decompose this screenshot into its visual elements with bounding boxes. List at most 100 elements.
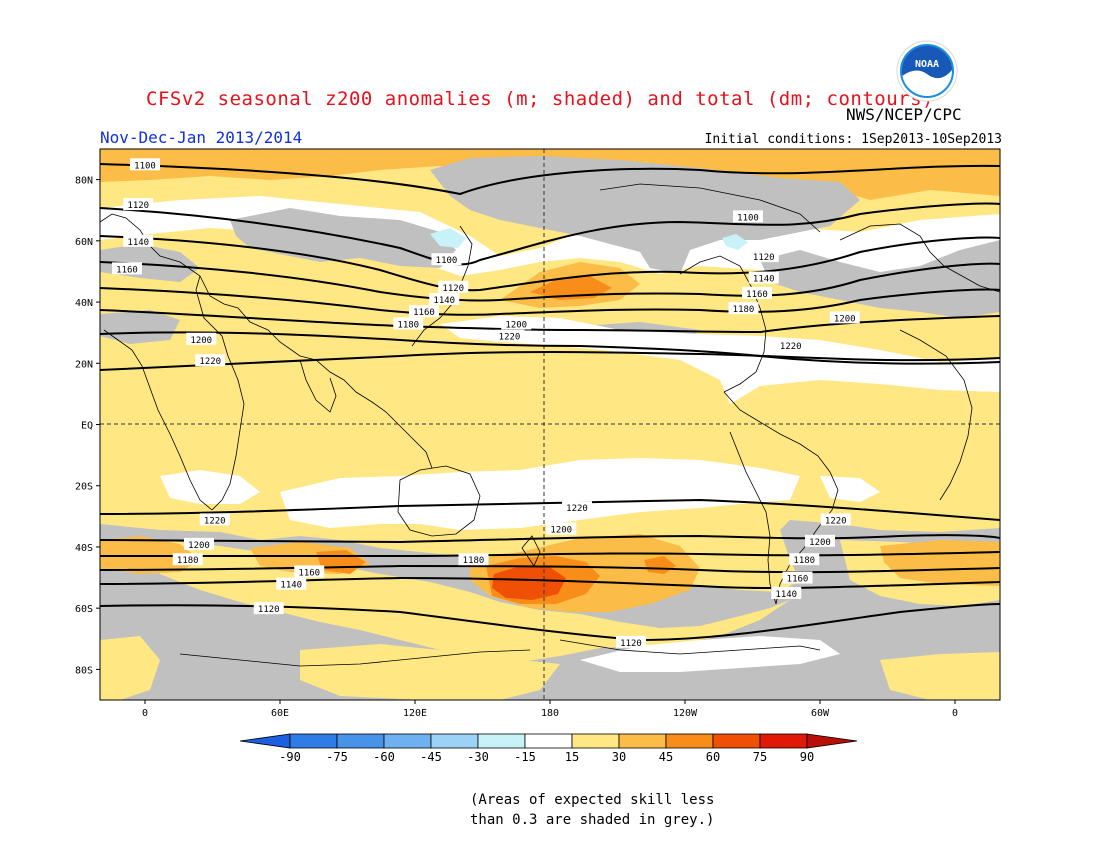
colorbar-box xyxy=(524,733,573,749)
lat-label: 60N xyxy=(75,237,93,248)
colorbar-label: -90 xyxy=(279,750,301,764)
contour-label-bg xyxy=(775,338,806,351)
colorbar-box xyxy=(712,733,761,749)
contour-label: 1220 xyxy=(566,504,588,514)
colorbar-arrow-right xyxy=(806,733,858,749)
contour-label-bg xyxy=(123,198,154,211)
shade-white-antarctic xyxy=(580,636,840,672)
contour-label: 1160 xyxy=(298,568,320,578)
contour-label: 1220 xyxy=(825,516,847,526)
lat-label: 20N xyxy=(75,359,93,370)
colorbar-label: 30 xyxy=(612,750,626,764)
contour-label: 1120 xyxy=(127,201,149,211)
contour-label: 1100 xyxy=(436,256,458,266)
contour-label-bg xyxy=(431,253,462,266)
contour-label-bg xyxy=(546,522,577,535)
shade-yellow-antarctic-west xyxy=(100,636,160,700)
lat-label: 80N xyxy=(75,176,93,187)
agency-label: NWS/NCEP/CPC xyxy=(846,105,962,124)
shade-orange-south-atlantic xyxy=(880,540,1000,586)
longitude-axis: 0 60E 120E 180 120W 60W 0 xyxy=(142,700,958,719)
contour-label: 1180 xyxy=(733,305,755,315)
contour-line xyxy=(100,551,1001,557)
contour-line xyxy=(99,331,1001,365)
latitude-axis: 80N 60N 40N 20N EQ 20S 40S 60S 80S xyxy=(75,176,100,676)
contour-label-bg xyxy=(458,553,489,566)
colorbar-box xyxy=(571,733,620,749)
colorbar-box xyxy=(477,733,526,749)
contour-line xyxy=(99,235,1001,292)
height-contours xyxy=(99,163,1001,642)
colorbar-label: 45 xyxy=(659,750,673,764)
contour-label-bg xyxy=(112,262,142,275)
contour-label-bg xyxy=(742,286,772,299)
contour-label: 1180 xyxy=(397,320,419,330)
contour-label: 1220 xyxy=(199,357,221,367)
contour-label-bg xyxy=(733,210,763,223)
shade-cyan-canada xyxy=(722,234,748,250)
colorbar-label: -60 xyxy=(373,750,395,764)
colorbar-label: -75 xyxy=(326,750,348,764)
contour-label-bg xyxy=(820,513,851,526)
contour-label: 1120 xyxy=(620,639,642,649)
contour-label-bg xyxy=(195,354,226,367)
contour-label-bg xyxy=(172,553,203,566)
lat-label: 80S xyxy=(75,665,93,676)
lat-label: 40S xyxy=(75,543,93,554)
shade-grey-north-pacific xyxy=(430,156,860,274)
colorbar: -90 -75 -60 -45 -30 -15 15 30 45 60 75 90 xyxy=(239,733,858,764)
chart-title: CFSv2 seasonal z200 anomalies (m; shaded… xyxy=(146,88,934,110)
contour-label-bg xyxy=(393,317,424,330)
footnote-line-2: than 0.3 are shaded in grey.) xyxy=(470,812,715,828)
contour-line xyxy=(99,202,1001,266)
shade-red-south-pacific xyxy=(492,566,566,600)
shade-yellow-antarctic-central xyxy=(300,644,560,700)
lon-label: 0 xyxy=(142,708,148,719)
lon-label: 60W xyxy=(811,708,830,719)
contour-line xyxy=(99,163,1001,196)
contour-label-bg xyxy=(494,329,525,342)
contour-label: 1140 xyxy=(753,275,775,285)
shade-cyan-siberia xyxy=(430,228,466,248)
colorbar-arrow-left xyxy=(239,733,291,749)
contour-label-bg xyxy=(294,565,325,578)
contour-label-bg xyxy=(728,302,759,315)
contour-label-bg xyxy=(438,280,469,293)
contour-label: 1120 xyxy=(442,284,464,294)
coastlines xyxy=(100,183,1000,667)
footnote-line-1: (Areas of expected skill less xyxy=(470,792,715,808)
lat-label: 60S xyxy=(75,604,93,615)
colorbar-box xyxy=(383,733,432,749)
contour-label: 1200 xyxy=(809,538,831,548)
contour-label: 1140 xyxy=(127,238,149,248)
contour-label: 1140 xyxy=(775,590,797,600)
colorbar-label: -15 xyxy=(514,750,536,764)
contour-label: 1180 xyxy=(793,556,815,566)
skill-footnote: (Areas of expected skill less than 0.3 a… xyxy=(470,790,714,830)
lon-label: 180 xyxy=(541,708,559,719)
contour-label: 1100 xyxy=(737,213,759,223)
contour-label-bg xyxy=(748,250,779,263)
contour-label: 1100 xyxy=(134,161,156,171)
contour-label-bg xyxy=(501,317,532,330)
colorbar-label: -30 xyxy=(467,750,489,764)
initial-conditions: Initial conditions: 1Sep2013-10Sep2013 xyxy=(704,132,1002,147)
colorbar-box xyxy=(665,733,714,749)
shade-yellow-antarctic-east xyxy=(880,652,1000,700)
contour-label: 1200 xyxy=(505,320,527,330)
colorbar-box xyxy=(759,733,808,749)
contour-label-bg xyxy=(829,311,860,324)
contour-label-bg xyxy=(130,158,160,171)
forecast-period: Nov-Dec-Jan 2013/2014 xyxy=(100,128,303,147)
contour-labels: 1100 1120 1140 1160 1100 1120 1140 1160 1180 1200… xyxy=(112,158,860,649)
lon-label: 120E xyxy=(403,708,427,719)
contour-label-bg xyxy=(805,534,835,547)
contour-label: 1180 xyxy=(463,556,485,566)
contour-label-bg xyxy=(748,271,779,284)
contour-label-bg xyxy=(184,537,214,550)
logo-text: NOAA xyxy=(915,59,939,70)
contour-label-bg xyxy=(276,577,307,590)
shade-grey-north-atlantic xyxy=(760,240,1000,318)
contour-line xyxy=(99,576,1001,590)
contour-line xyxy=(99,351,1001,371)
